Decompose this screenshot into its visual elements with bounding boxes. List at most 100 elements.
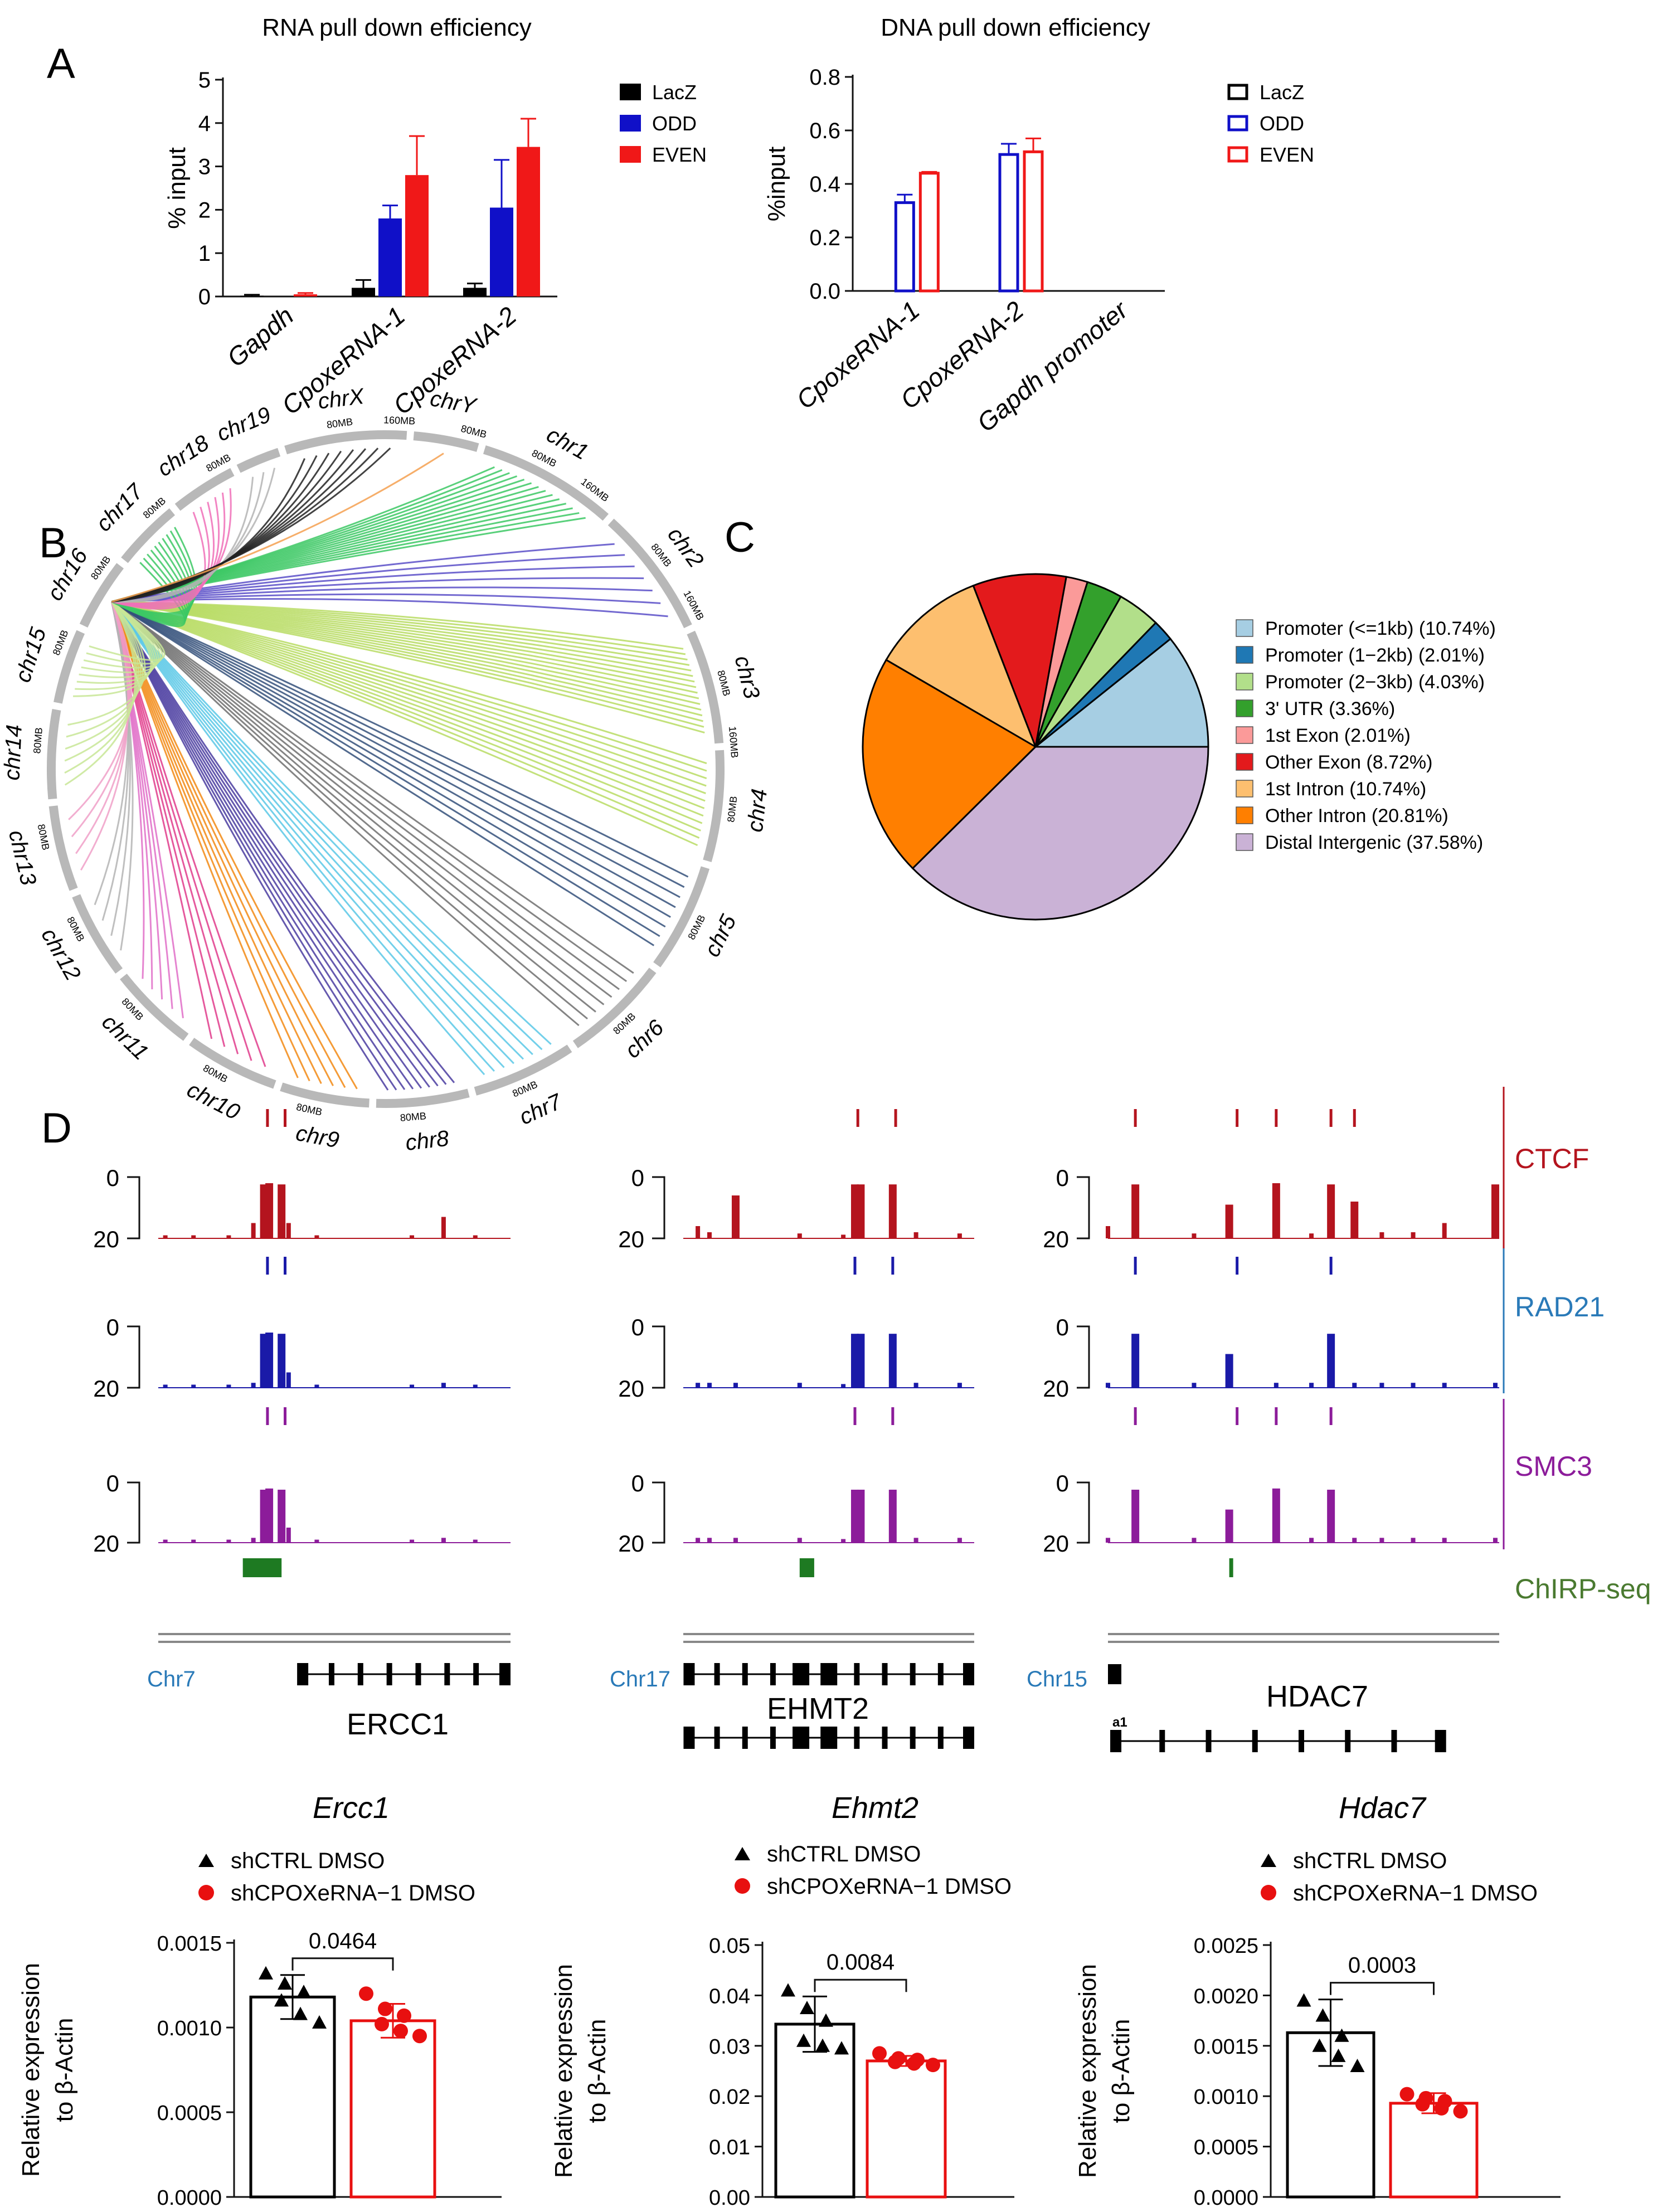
y-tick-label: 0.02 [709, 2085, 750, 2109]
legend-swatch [1236, 806, 1253, 824]
y-tick-label: 0.05 [709, 1934, 750, 1958]
signal-bar [1272, 1488, 1280, 1543]
y-tick-label: 1 [198, 241, 211, 266]
signal-bar [226, 1235, 231, 1238]
chirp-peak [1229, 1558, 1233, 1577]
locus-gene-2: EHMT2 [767, 1692, 869, 1725]
circos-link [111, 601, 505, 1068]
legend-label: EVEN [1260, 143, 1314, 166]
locus-chrom-2: Chr17 [610, 1667, 670, 1691]
locus-chrom-1: Chr7 [147, 1667, 196, 1691]
data-point [1434, 2101, 1449, 2116]
signal-bar [957, 1233, 962, 1238]
signal-bar [1442, 1538, 1447, 1543]
chirp-peak [242, 1558, 282, 1577]
signal-bar [1225, 1204, 1233, 1238]
signal-bar [957, 1538, 962, 1543]
legend-label: shCTRL DMSO [1293, 1849, 1447, 1873]
signal-bar [1411, 1232, 1416, 1238]
legend-swatch [1236, 753, 1253, 771]
signal-bar [696, 1226, 701, 1238]
chromosome-band [79, 563, 124, 628]
legend-swatch [1236, 833, 1253, 851]
chart-title: Hdac7 [1339, 1791, 1427, 1825]
pie-slice [972, 573, 1067, 750]
gene-exon [963, 1727, 974, 1749]
bar [405, 175, 429, 296]
signal-bar [857, 1184, 865, 1238]
legend-label: 3' UTR (3.36%) [1265, 698, 1395, 719]
signal-bar [1106, 1538, 1110, 1543]
y-tick-label: 3 [198, 155, 211, 179]
p-value: 0.0084 [827, 1950, 895, 1975]
chromosome-band [474, 1044, 572, 1096]
signal-bar [1192, 1538, 1197, 1543]
track-bracket [1077, 1176, 1090, 1239]
bar [240, 295, 264, 296]
data-point [1334, 2028, 1349, 2042]
signal-bar [191, 1235, 196, 1238]
chromosome-band [687, 630, 724, 744]
data-point [1415, 2097, 1430, 2112]
circos-link [111, 507, 210, 609]
signal-bar [1131, 1489, 1140, 1543]
circos-link [89, 601, 166, 661]
circos-link [111, 601, 447, 1085]
qpcr-ehmt2-chart: Ehmt2 shCTRL DMSO shCPOXeRNA−1 DMSO 0.00 0.0… [550, 1791, 1014, 2210]
signal-bar [265, 1488, 274, 1543]
signal-bar [913, 1232, 918, 1238]
legend-label: Promoter (1−2kb) (2.01%) [1265, 645, 1485, 666]
signal-bar [841, 1234, 846, 1238]
p-value: 0.0464 [309, 1929, 377, 1953]
gene-exon [1206, 1730, 1212, 1752]
circos-link [111, 601, 707, 787]
track-scale-bottom: 20 [618, 1226, 644, 1252]
track-scale-bottom: 20 [618, 1530, 644, 1557]
data-point [293, 2006, 308, 2020]
circos-link [111, 601, 706, 794]
genome-browser-tracks: 0 20 0 20 0 20 0 20 0 20 0 20 0 20 0 20 0 20 [93, 1087, 1505, 1752]
legend-label: shCPOXeRNA−1 DMSO [1293, 1881, 1538, 1905]
legend-label: shCPOXeRNA−1 DMSO [767, 1874, 1012, 1899]
signal-bar [797, 1383, 802, 1388]
circos-link [111, 601, 422, 1089]
chromosome-band [280, 1082, 370, 1108]
legend-label: LacZ [1260, 81, 1304, 104]
gene-exon [770, 1727, 776, 1749]
signal-bar [1379, 1232, 1384, 1238]
chromosome-band [48, 805, 78, 891]
track-scale-bottom: 20 [93, 1375, 119, 1402]
signal-bar [265, 1183, 274, 1238]
signal-bar [278, 1489, 286, 1543]
circos-link [111, 601, 495, 1072]
circos-link [111, 601, 588, 1020]
circos-link [111, 601, 703, 717]
signal-bar [733, 1538, 738, 1543]
y-tick-label: 2 [198, 198, 211, 222]
circos-link [111, 601, 666, 928]
chart-title: Ercc1 [313, 1791, 390, 1825]
y-tick-label: 0.0000 [1194, 2186, 1258, 2210]
circos-link [111, 601, 266, 1067]
legend-swatch [620, 84, 641, 100]
y-tick-label: 0.6 [809, 119, 840, 143]
legend-swatch [1236, 699, 1253, 717]
data-point [1453, 2104, 1468, 2119]
signal-bar [1352, 1538, 1357, 1543]
signal-bar [1131, 1184, 1140, 1238]
significance-bracket [814, 1978, 907, 1992]
legend-swatch [620, 146, 641, 163]
legend-label: 1st Intron (10.74%) [1265, 779, 1426, 800]
circos-link [111, 601, 701, 832]
y-tick-label: 5 [198, 68, 211, 93]
legend-label: EVEN [652, 143, 707, 166]
gene-exon [357, 1663, 363, 1685]
chromosome-band [236, 448, 281, 473]
legend-label: Other Intron (20.81%) [1265, 805, 1448, 827]
legend-label: shCTRL DMSO [767, 1842, 921, 1866]
legend-label: LacZ [652, 81, 697, 104]
circos-plot: chr180MB160MBchr280MB160MBchr380MB160MBc… [0, 384, 772, 1155]
signal-bar [1309, 1538, 1314, 1543]
signal-bar [1106, 1383, 1110, 1388]
